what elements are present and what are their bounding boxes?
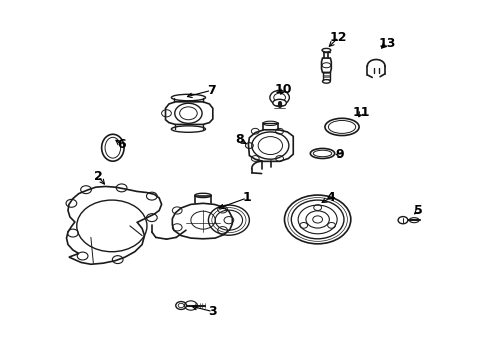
Text: 9: 9 xyxy=(335,148,343,161)
Text: 3: 3 xyxy=(208,305,217,318)
Polygon shape xyxy=(66,186,161,264)
Text: 7: 7 xyxy=(206,84,215,97)
Text: 1: 1 xyxy=(242,192,251,204)
Text: 11: 11 xyxy=(352,106,369,119)
Circle shape xyxy=(269,90,289,105)
Text: 4: 4 xyxy=(326,191,335,204)
Text: 2: 2 xyxy=(94,170,102,183)
Polygon shape xyxy=(248,130,293,161)
Circle shape xyxy=(175,302,186,310)
Ellipse shape xyxy=(272,99,286,107)
Text: 13: 13 xyxy=(377,36,395,50)
Ellipse shape xyxy=(322,48,330,52)
Polygon shape xyxy=(165,102,212,125)
Text: 10: 10 xyxy=(274,83,292,96)
Polygon shape xyxy=(321,58,330,72)
Text: 5: 5 xyxy=(413,204,422,217)
Text: 6: 6 xyxy=(117,138,126,151)
Circle shape xyxy=(397,217,407,224)
Polygon shape xyxy=(172,203,232,239)
Text: 8: 8 xyxy=(235,133,244,146)
Text: 12: 12 xyxy=(329,31,346,44)
